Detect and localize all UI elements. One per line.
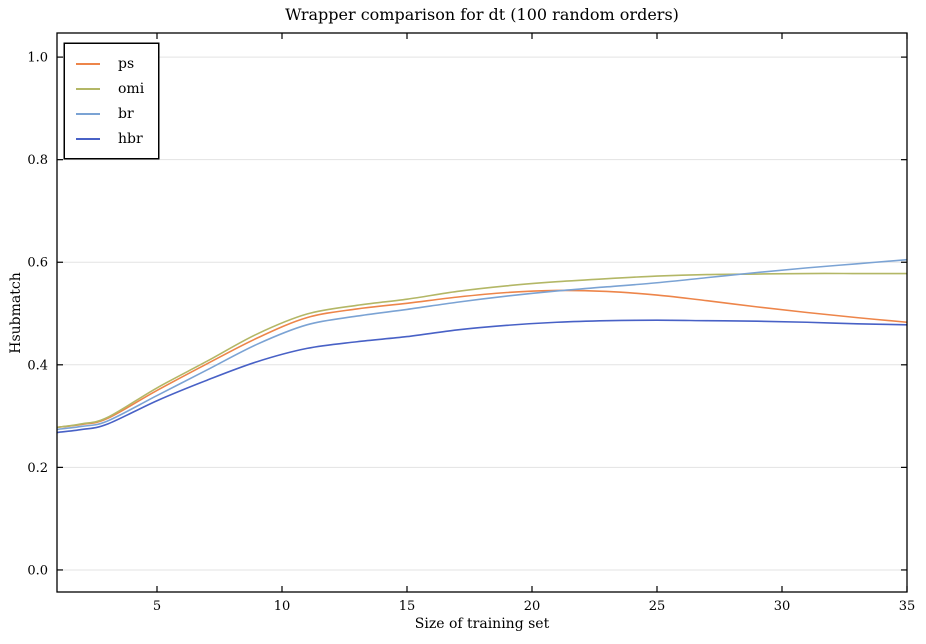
y-axis-label: Hsubmatch — [8, 272, 24, 354]
x-tick-label: 30 — [774, 599, 791, 614]
legend-label: omi — [118, 80, 145, 97]
y-tick-label: 0.8 — [27, 153, 48, 168]
axes-frame — [56, 32, 908, 593]
line-br — [56, 258, 908, 431]
x-tick-label: 20 — [524, 599, 541, 614]
y-tick-label: 1.0 — [27, 51, 48, 66]
legend-line-icon — [76, 87, 100, 90]
x-tick-label: 5 — [153, 599, 161, 614]
legend-label: hbr — [118, 130, 143, 147]
line-ps — [56, 289, 908, 429]
legend-line-icon — [76, 112, 100, 115]
y-tick-label: 0.0 — [27, 563, 48, 578]
chart-title: Wrapper comparison for dt (100 random or… — [285, 5, 679, 24]
legend-label: ps — [118, 55, 135, 72]
x-axis-label: Size of training set — [414, 616, 550, 632]
legend-item-hbr: hbr — [76, 126, 144, 151]
line-hbr — [56, 319, 908, 434]
y-tick-label: 0.2 — [27, 461, 48, 476]
legend-item-ps: ps — [76, 51, 144, 76]
legend-item-omi: omi — [76, 76, 144, 101]
x-tick-label: 10 — [274, 599, 291, 614]
legend: ps omi br hbr — [64, 43, 160, 159]
y-tick-label: 0.4 — [27, 358, 48, 373]
y-tick-label: 0.6 — [27, 256, 48, 271]
legend-line-icon — [76, 137, 100, 140]
x-tick-label: 35 — [899, 599, 916, 614]
legend-label: br — [118, 105, 134, 122]
legend-item-br: br — [76, 101, 144, 126]
x-tick-label: 15 — [399, 599, 416, 614]
line-omi — [56, 272, 907, 429]
x-tick-label: 25 — [649, 599, 666, 614]
legend-line-icon — [76, 62, 100, 65]
